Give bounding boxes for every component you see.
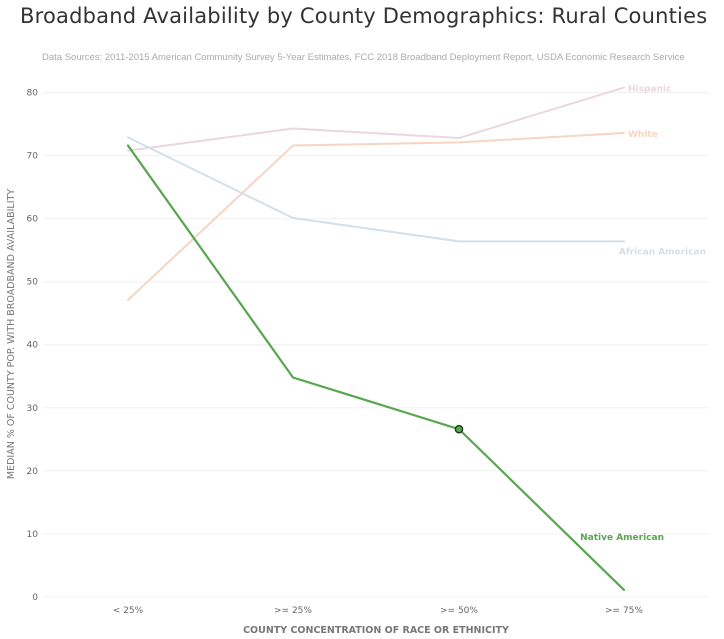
series-labels: Hispanic White African American Native Amer… [580,85,706,543]
series-line-white [127,131,625,301]
series-markers [454,424,464,434]
y-tick-label: 20 [27,467,39,477]
series-line-native-american [126,144,626,592]
y-tick-label: 60 [27,215,39,225]
y-tick-label: 10 [27,530,39,540]
y-tick-label: 80 [27,89,39,99]
x-axis-ticks: < 25% >= 25% >= 50% >= 75% [113,606,644,616]
data-point-marker [454,424,464,434]
y-tick-label: 40 [27,341,39,351]
y-axis-title: MEDIAN % OF COUNTY POP. WITH BROADBAND A… [6,189,17,479]
y-axis-ticks: 0 10 20 30 40 50 60 70 80 [27,89,39,603]
chart-subtitle: Data Sources: 2011-2015 American Communi… [42,52,685,63]
series-line-african-american [127,136,625,243]
gridlines [44,92,708,598]
series-label-native-american: Native American [580,533,664,543]
series-label-hispanic: Hispanic [628,85,671,95]
y-tick-label: 70 [27,152,39,162]
x-tick-label: < 25% [113,606,144,616]
x-tick-label: >= 25% [274,606,312,616]
series-line-hispanic [127,86,625,152]
series-lines [126,86,626,592]
x-axis-title: COUNTY CONCENTRATION OF RACE OR ETHNICIT… [243,625,509,636]
series-label-white: White [628,130,658,140]
chart-title: Broadband Availability by County Demogra… [20,4,708,28]
x-tick-label: >= 75% [605,606,643,616]
y-tick-label: 30 [27,404,39,414]
x-tick-label: >= 50% [440,606,478,616]
series-label-african-american: African American [619,247,706,257]
y-tick-label: 0 [32,593,38,603]
y-tick-label: 50 [27,278,39,288]
